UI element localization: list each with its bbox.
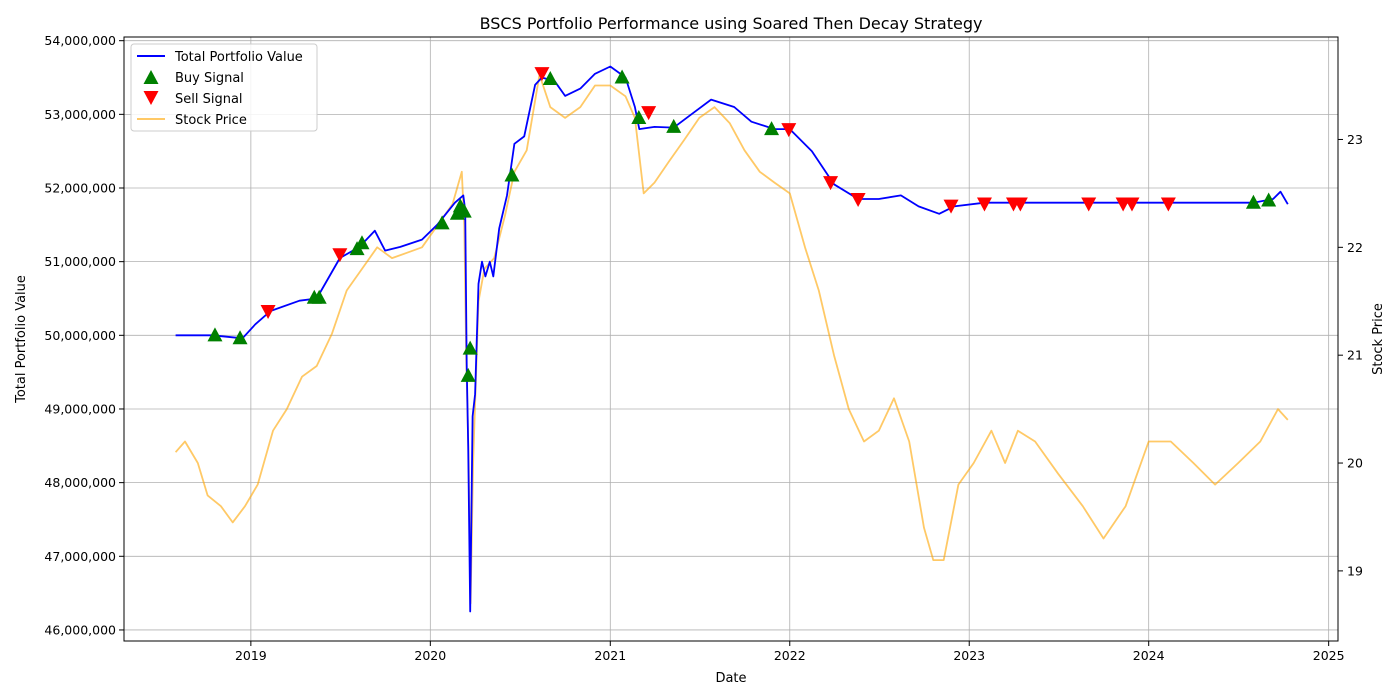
sell-signal-marker bbox=[781, 123, 797, 138]
x-tick-label: 2022 bbox=[774, 648, 806, 663]
sell-signal-marker bbox=[641, 106, 657, 121]
buy-signal-marker bbox=[460, 367, 476, 382]
grid bbox=[124, 37, 1338, 641]
buy-signal-marker bbox=[1245, 194, 1261, 209]
legend-sell-swatch bbox=[143, 91, 159, 105]
plot-frame bbox=[123, 36, 1339, 642]
y-tick-label: 47,000,000 bbox=[44, 549, 116, 564]
y-tick-label: 52,000,000 bbox=[44, 181, 116, 196]
y2-tick-label: 19 bbox=[1347, 563, 1363, 578]
legend-buy-label: Buy Signal bbox=[175, 71, 244, 86]
x-tick-label: 2023 bbox=[953, 648, 985, 663]
sell-signal-marker bbox=[1081, 197, 1097, 212]
sell-signal-marker bbox=[976, 197, 992, 212]
y-tick-label: 48,000,000 bbox=[44, 475, 116, 490]
y2-axis-ticks: 19 20 21 22 23 bbox=[1338, 132, 1363, 578]
sell-signal-marker bbox=[850, 193, 866, 208]
y-axis-label: Total Portfolio Value bbox=[14, 275, 29, 404]
legend-sell-label: Sell Signal bbox=[175, 92, 243, 107]
x-tick-label: 2025 bbox=[1313, 648, 1345, 663]
sell-signal-marker bbox=[1012, 197, 1028, 212]
buy-signal-marker bbox=[504, 167, 520, 182]
legend-box bbox=[130, 43, 318, 132]
x-axis-ticks: 2019 2020 2021 2022 2023 2024 2025 bbox=[235, 641, 1345, 663]
buy-signal-marker bbox=[311, 289, 327, 304]
legend-portfolio-label: Total Portfolio Value bbox=[174, 50, 303, 65]
buy-signal-marker bbox=[614, 69, 630, 84]
y2-axis-label: Stock Price bbox=[1371, 303, 1386, 375]
sell-signal-marker bbox=[1160, 197, 1176, 212]
y-tick-label: 46,000,000 bbox=[44, 622, 116, 637]
legend: Total Portfolio Value Buy Signal Sell Si… bbox=[130, 43, 318, 132]
sell-signal-marker bbox=[823, 176, 839, 191]
buy-signal-marker bbox=[456, 203, 472, 218]
sell-signal-marker bbox=[260, 305, 276, 320]
buy-signal-marker bbox=[207, 327, 223, 342]
y-axis-ticks: 46,000,000 47,000,000 48,000,000 49,000,000… bbox=[44, 33, 124, 637]
y2-tick-label: 23 bbox=[1347, 132, 1363, 147]
buy-signal-marker bbox=[631, 110, 647, 125]
y-tick-label: 54,000,000 bbox=[44, 33, 116, 48]
buy-signal-marker bbox=[434, 215, 450, 230]
x-tick-label: 2021 bbox=[594, 648, 626, 663]
portfolio-value-series bbox=[175, 65, 1289, 613]
y-tick-label: 53,000,000 bbox=[44, 107, 116, 122]
legend-price-label: Stock Price bbox=[175, 113, 247, 128]
buy-signal-marker bbox=[354, 235, 370, 250]
buy-signal-marker bbox=[764, 121, 780, 136]
x-tick-label: 2020 bbox=[414, 648, 446, 663]
sell-signal-marker bbox=[332, 248, 348, 263]
legend-buy-swatch bbox=[143, 70, 159, 84]
sell-signal-marker bbox=[943, 199, 959, 214]
buy-signal-marker bbox=[462, 340, 478, 355]
y2-tick-label: 20 bbox=[1347, 456, 1363, 471]
x-axis-label: Date bbox=[715, 671, 746, 686]
buy-signal-marker bbox=[666, 118, 682, 133]
portfolio-value-line bbox=[175, 65, 1289, 613]
x-tick-label: 2024 bbox=[1133, 648, 1165, 663]
chart-title: BSCS Portfolio Performance using Soared … bbox=[480, 14, 983, 33]
buy-signal-marker bbox=[1261, 192, 1277, 207]
signal-markers bbox=[207, 67, 1277, 382]
y-tick-label: 49,000,000 bbox=[44, 401, 116, 416]
y-tick-label: 51,000,000 bbox=[44, 254, 116, 269]
y2-tick-label: 22 bbox=[1347, 240, 1363, 255]
x-tick-label: 2019 bbox=[235, 648, 267, 663]
y2-tick-label: 21 bbox=[1347, 348, 1363, 363]
buy-signal-marker bbox=[542, 70, 558, 85]
y-tick-label: 50,000,000 bbox=[44, 328, 116, 343]
sell-signal-marker bbox=[534, 67, 550, 82]
buy-signal-marker bbox=[232, 330, 248, 345]
sell-signal-marker bbox=[1124, 197, 1140, 212]
